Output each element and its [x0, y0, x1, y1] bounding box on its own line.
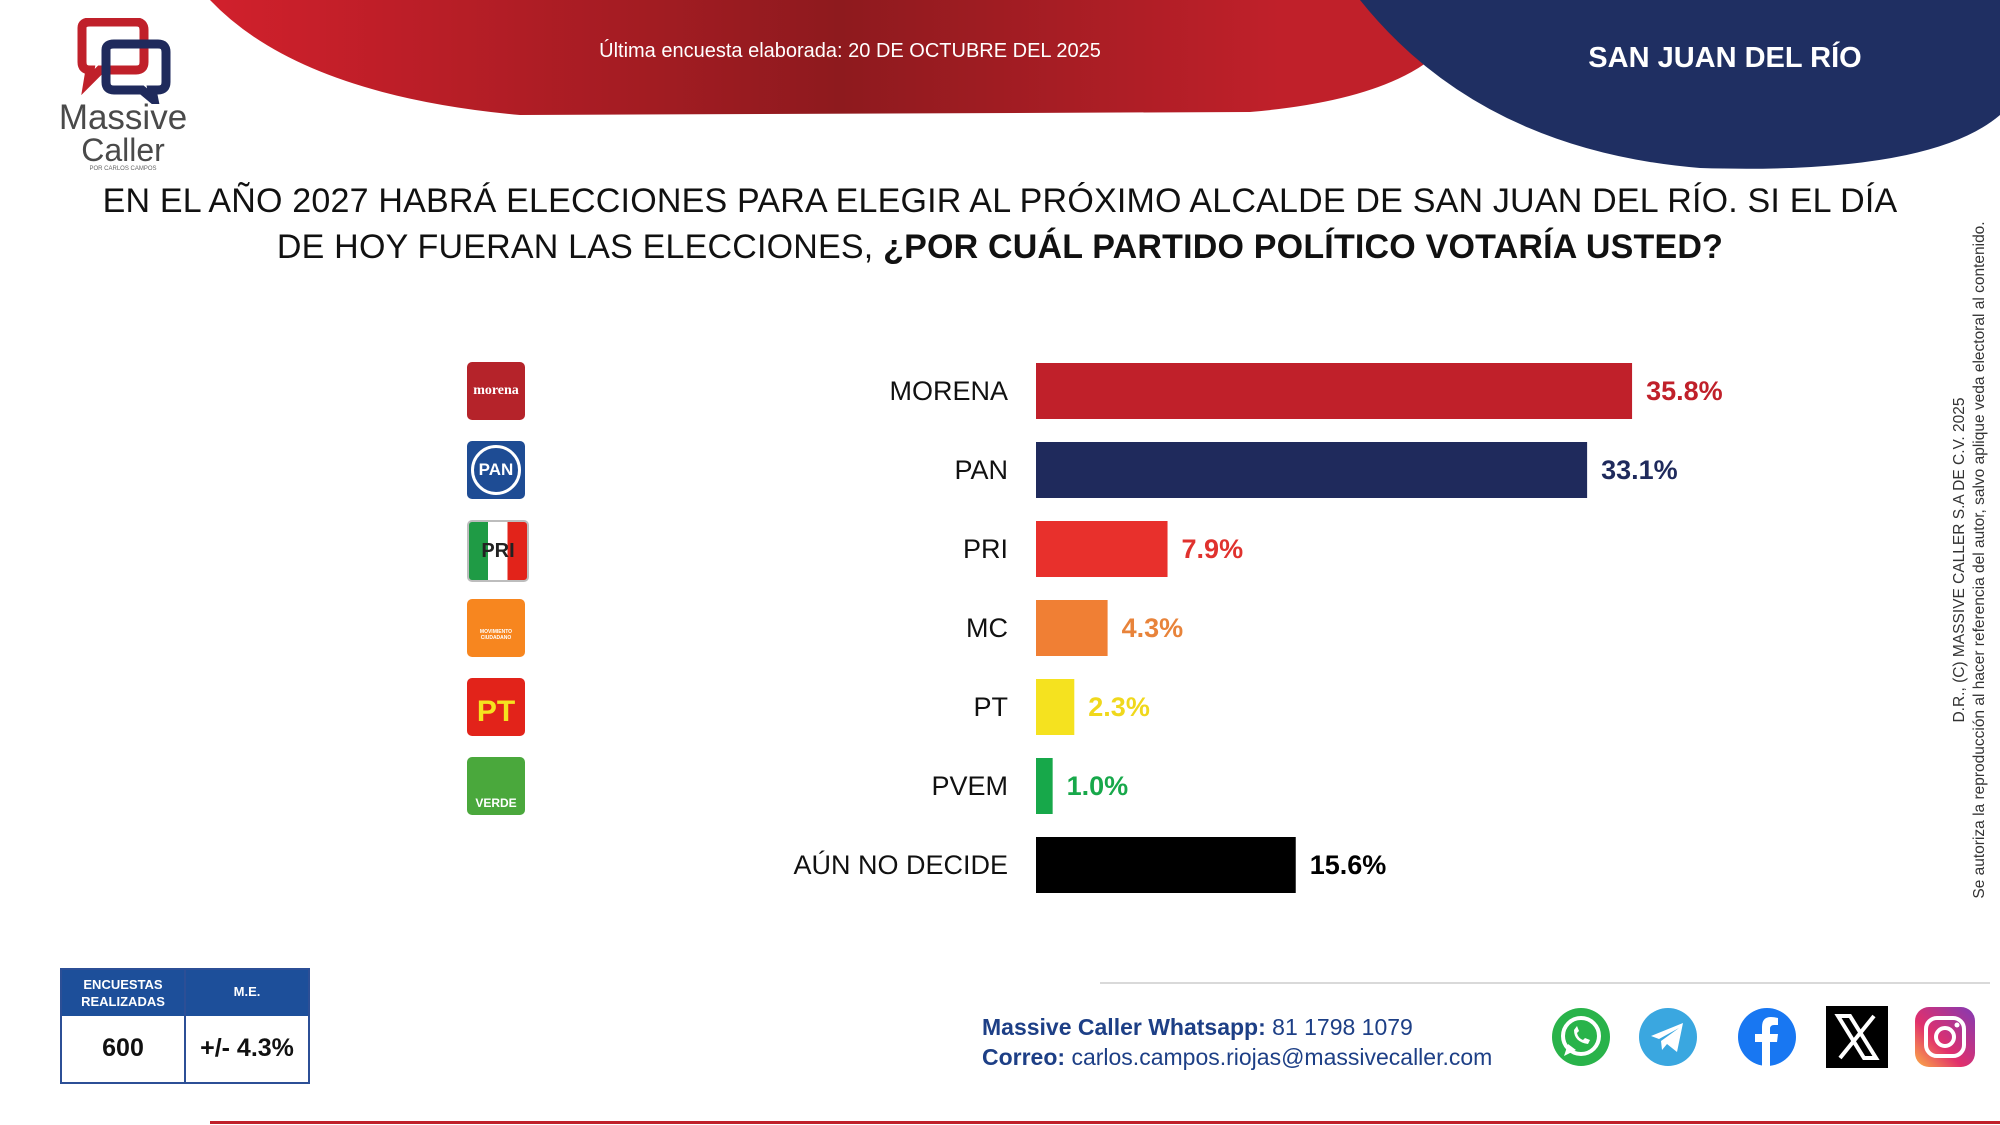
bar-pt	[1036, 679, 1075, 735]
telegram-icon[interactable]	[1637, 1006, 1699, 1068]
region-title: SAN JUAN DEL RÍO	[1588, 42, 1862, 74]
facebook-icon[interactable]	[1736, 1006, 1798, 1068]
pan-logo-icon: PAN	[467, 441, 525, 499]
bar-mc	[1036, 600, 1108, 656]
surveys-label: ENCUESTAS REALIZADAS	[81, 977, 165, 1009]
question-emphasis: ¿POR CUÁL PARTIDO POLÍTICO VOTARÍA USTED…	[883, 228, 1724, 266]
copyright-notice: D.R., (C) MASSIVE CALLER S.A DE C.V. 202…	[1950, 180, 1990, 940]
email-address[interactable]: carlos.campos.riojas@massivecaller.com	[1071, 1044, 1493, 1070]
category-label: PAN	[954, 455, 1008, 485]
whatsapp-contact: Massive Caller Whatsapp: 81 1798 1079	[982, 1014, 1413, 1041]
party-logo-text: morena	[473, 383, 519, 398]
survey-question: EN EL AÑO 2027 HABRÁ ELECCIONES PARA ELE…	[80, 178, 1920, 270]
bar-morena	[1036, 363, 1633, 419]
value-label: 1.0%	[1067, 771, 1129, 801]
category-label: PVEM	[931, 771, 1008, 801]
whatsapp-number[interactable]: 81 1798 1079	[1272, 1014, 1413, 1040]
bar-pvem	[1036, 758, 1053, 814]
pri-logo-icon: PRI	[467, 520, 529, 582]
party-logo-text: PRI	[481, 539, 515, 562]
party-logo-text: PAN	[471, 445, 521, 495]
mc-logo-icon: MOVIMIENTO CIUDADANO	[467, 599, 525, 657]
copyright-line2: Se autoriza la reproducción al hacer ref…	[1971, 221, 1988, 899]
header-banner	[0, 0, 2000, 175]
survey-stats-table: ENCUESTAS REALIZADAS M.E. 600 +/- 4.3%	[60, 968, 310, 1084]
bar-pri	[1036, 521, 1168, 577]
survey-date: Última encuesta elaborada: 20 DE OCTUBRE…	[599, 40, 1101, 62]
bar-a-n-no-decide	[1036, 837, 1296, 893]
email-contact: Correo: carlos.campos.riojas@massivecall…	[982, 1044, 1492, 1071]
brand-name-line1: Massive	[58, 98, 188, 137]
pt-logo-icon: PT	[467, 678, 525, 736]
category-label: MC	[966, 613, 1008, 643]
stats-divider	[184, 970, 186, 1082]
value-label: 33.1%	[1601, 455, 1678, 485]
contact-divider	[1100, 982, 1990, 984]
value-label: 2.3%	[1088, 692, 1150, 722]
margin-error-value: +/- 4.3%	[200, 1034, 294, 1062]
brand-name-line2: Caller	[81, 132, 165, 168]
margin-error-label: M.E.	[233, 984, 261, 999]
morena-logo-icon: morena	[467, 362, 525, 420]
bar-pan	[1036, 442, 1588, 498]
value-label: 7.9%	[1182, 534, 1244, 564]
value-label: 15.6%	[1310, 850, 1387, 880]
whatsapp-label: Massive Caller Whatsapp:	[982, 1014, 1266, 1040]
email-label: Correo:	[982, 1044, 1066, 1070]
copyright-line1: D.R., (C) MASSIVE CALLER S.A DE C.V. 202…	[1951, 397, 1968, 723]
value-label: 35.8%	[1646, 376, 1723, 406]
party-logo-text: MOVIMIENTO CIUDADANO	[479, 629, 513, 641]
footer-rule	[210, 1121, 2000, 1124]
category-label: PRI	[963, 534, 1008, 564]
surveys-value: 600	[102, 1034, 144, 1062]
whatsapp-icon[interactable]	[1550, 1006, 1612, 1068]
category-label: AÚN NO DECIDE	[793, 849, 1008, 880]
chat-bubbles-logo-icon	[77, 18, 171, 104]
category-label: PT	[973, 692, 1008, 722]
brand-logo: Massive Caller POR CARLOS CAMPOS	[48, 14, 198, 172]
x-icon[interactable]	[1826, 1006, 1888, 1068]
party-logo-text: PT	[476, 695, 516, 728]
category-label: MORENA	[889, 376, 1008, 406]
value-label: 4.3%	[1122, 613, 1184, 643]
question-text: EN EL AÑO 2027 HABRÁ ELECCIONES PARA ELE…	[102, 182, 1898, 266]
instagram-icon[interactable]	[1914, 1006, 1976, 1068]
party-logo-text: VERDE	[475, 796, 517, 810]
brand-tagline: POR CARLOS CAMPOS	[89, 166, 157, 172]
verde-logo-icon: VERDE	[467, 757, 525, 815]
